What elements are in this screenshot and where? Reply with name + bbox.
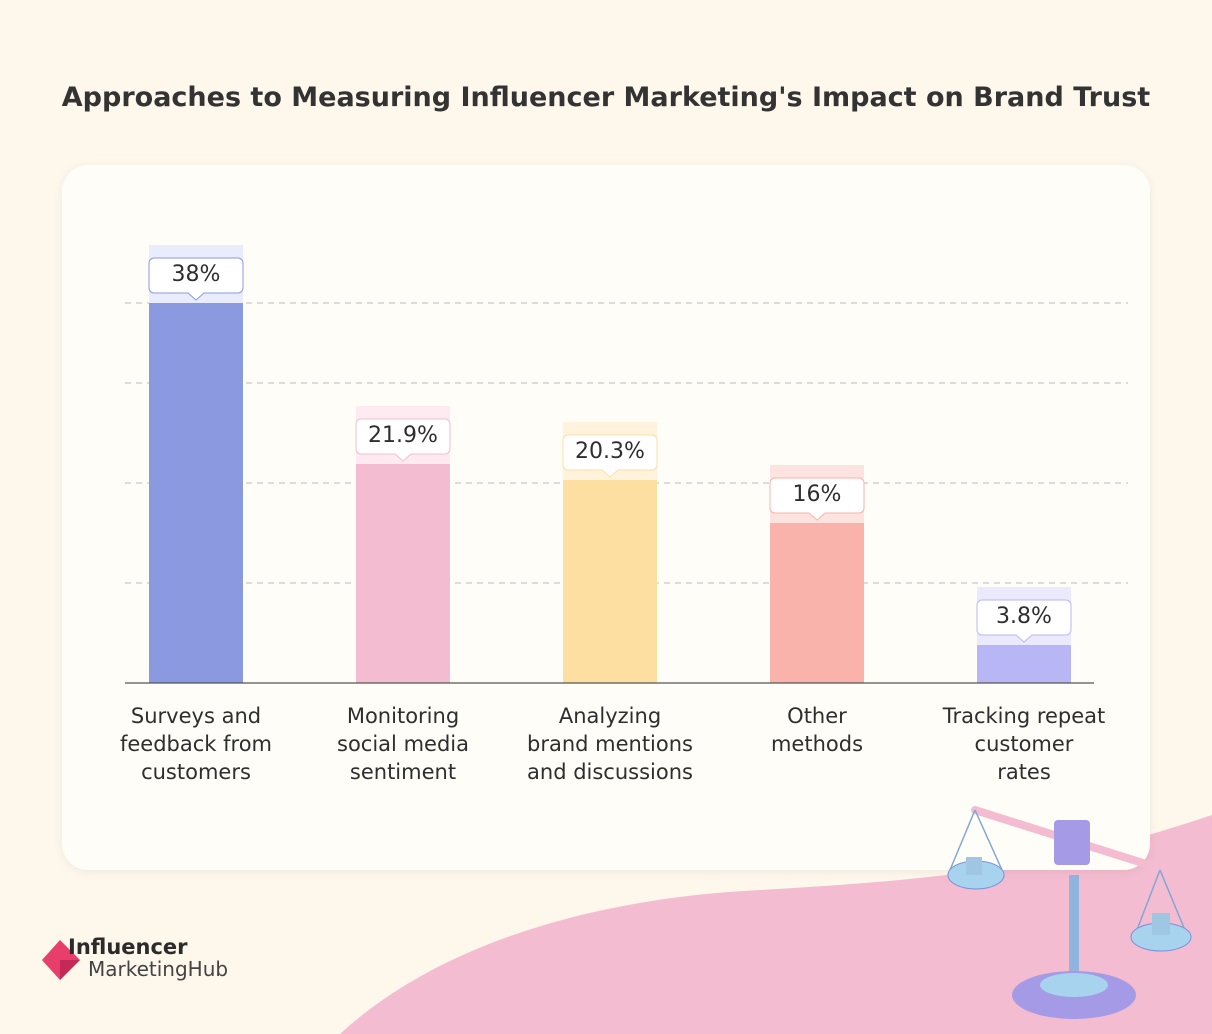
- x-tick-label: Analyzing brand mentions and discussions: [526, 704, 693, 784]
- bar: [770, 523, 864, 683]
- bar: [563, 480, 657, 683]
- balance-scale-illustration: [947, 806, 1192, 1019]
- data-label-bubble: [769, 477, 865, 521]
- data-label: 20.3%: [575, 439, 645, 464]
- logo-text-line2: MarketingHub: [88, 957, 229, 981]
- logo-text-line1: Influencer: [68, 935, 188, 959]
- chart-title: Approaches to Measuring Influencer Marke…: [61, 82, 1151, 113]
- data-label-bubble: [355, 418, 451, 462]
- x-tick-label: Tracking repeat customer rates: [942, 704, 1106, 784]
- logo-diamond-icon: [42, 940, 80, 980]
- data-label-bubble: [562, 434, 658, 478]
- bar: [977, 645, 1071, 683]
- x-tick-label: Other methods: [770, 704, 864, 756]
- data-label-bubble: [976, 599, 1072, 643]
- data-label: 21.9%: [368, 423, 438, 448]
- bar: [149, 303, 243, 683]
- data-label: 38%: [172, 262, 221, 287]
- x-tick-label: Monitoring social media sentiment: [337, 704, 469, 784]
- data-label: 16%: [793, 482, 842, 507]
- x-tick-label: Surveys and feedback from customers: [119, 704, 272, 784]
- data-label: 3.8%: [996, 604, 1052, 629]
- bar: [356, 464, 450, 683]
- data-label-bubble: [148, 257, 244, 301]
